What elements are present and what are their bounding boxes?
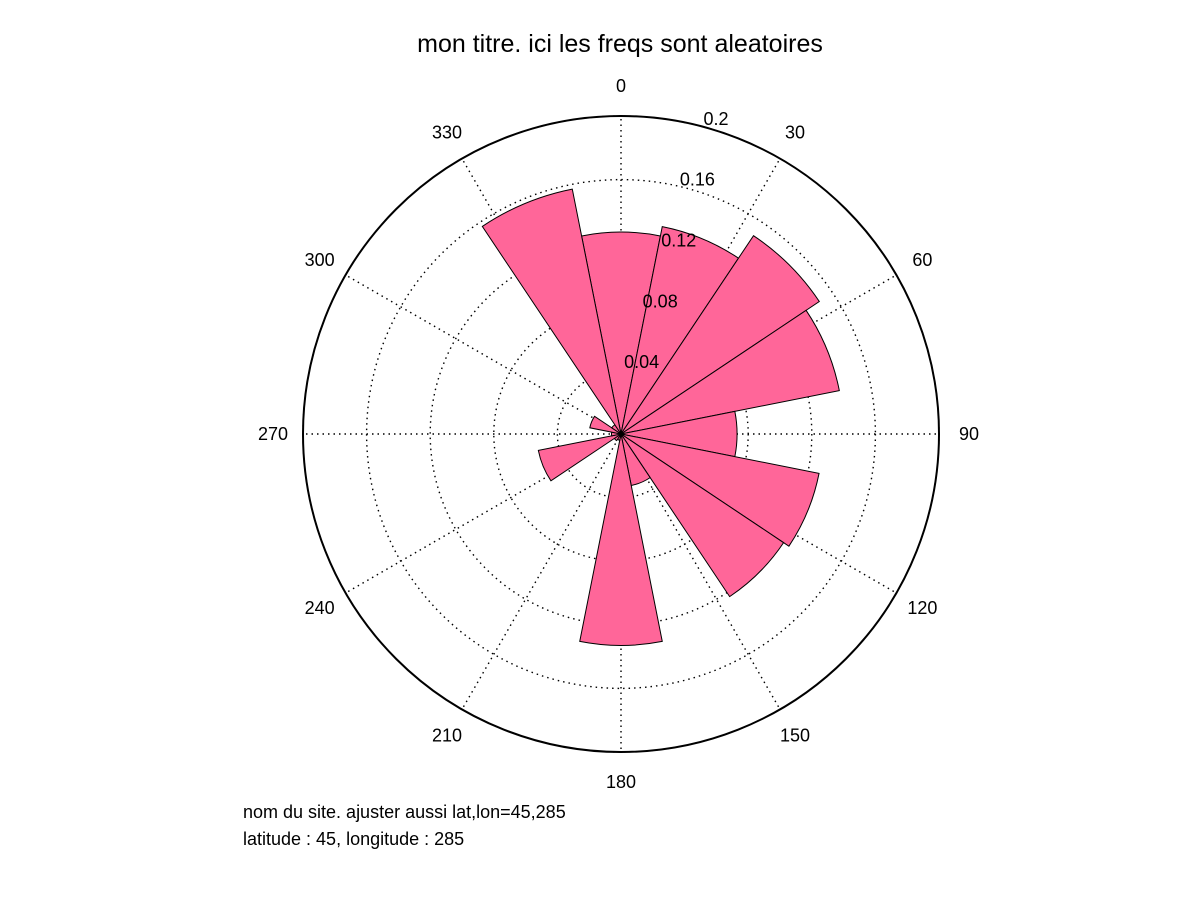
radial-tick-label-0: 0.04 [624, 352, 659, 372]
radial-tick-label-1: 0.08 [643, 291, 678, 311]
angle-tick-label-240: 240 [305, 598, 335, 618]
angle-tick-label-330: 330 [432, 123, 462, 143]
angle-tick-label-120: 120 [907, 598, 937, 618]
radial-tick-label-3: 0.16 [680, 170, 715, 190]
radial-tick-label-2: 0.12 [661, 231, 696, 251]
angle-tick-label-300: 300 [305, 250, 335, 270]
angular-grid-spoke-300 [345, 274, 622, 435]
angle-tick-label-270: 270 [258, 424, 288, 444]
rose-bar-292.5 [589, 415, 622, 435]
rose-bar-247.5 [537, 433, 622, 482]
angle-tick-label-150: 150 [780, 725, 810, 745]
rose-bar-45 [620, 234, 821, 435]
angular-grid-spoke-120 [620, 433, 897, 594]
rose-bar-337.5 [481, 188, 622, 435]
angular-grid-spoke-30 [620, 158, 781, 435]
angular-grid-spoke-210 [461, 433, 622, 710]
angle-tick-label-30: 30 [785, 123, 805, 143]
angular-grid-spoke-240 [345, 433, 622, 594]
angle-tick-label-90: 90 [959, 424, 979, 444]
site-name-caption: nom du site. ajuster aussi lat,lon=45,28… [243, 802, 566, 822]
angle-tick-label-210: 210 [432, 725, 462, 745]
rose-bar-135 [620, 433, 785, 598]
angular-grid-spoke-60 [620, 274, 897, 435]
angle-tick-label-60: 60 [912, 250, 932, 270]
angle-tick-label-180: 180 [606, 772, 636, 792]
outer-circle [302, 115, 940, 753]
rose-bar-67.5 [620, 309, 840, 435]
rose-bar-112.5 [620, 433, 820, 547]
angular-grid-spoke-150 [620, 433, 781, 710]
chart-title: mon titre. ici les freqs sont aleatoires [417, 30, 823, 58]
coordinates-caption: latitude : 45, longitude : 285 [243, 829, 465, 849]
radial-tick-label-4: 0.2 [703, 109, 728, 129]
angular-grid-spoke-330 [461, 158, 622, 435]
rose-bar-180 [579, 433, 663, 646]
angle-tick-label-0: 0 [616, 76, 626, 96]
